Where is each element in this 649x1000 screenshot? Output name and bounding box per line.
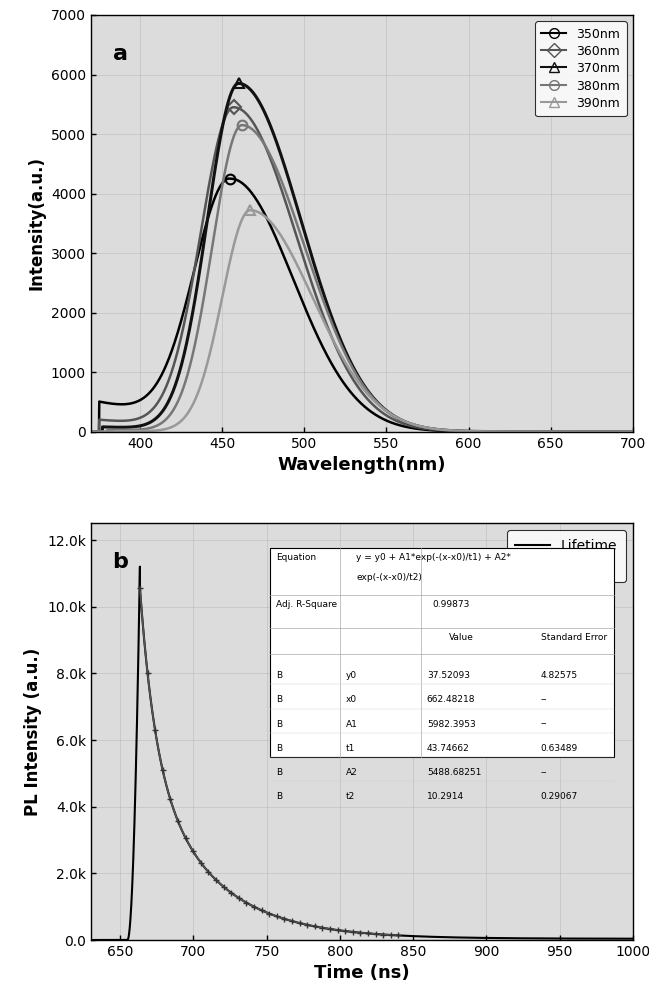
Legend: 350nm, 360nm, 370nm, 380nm, 390nm: 350nm, 360nm, 370nm, 380nm, 390nm xyxy=(535,21,626,116)
Fitting xyxy=(349,926,357,938)
Fitting xyxy=(372,928,380,940)
Fitting xyxy=(258,904,265,916)
Fitting xyxy=(166,793,174,805)
Fitting xyxy=(311,920,319,932)
Fitting xyxy=(273,910,280,922)
Text: a: a xyxy=(112,44,128,64)
Fitting xyxy=(280,913,288,925)
Line: Fitting: Fitting xyxy=(136,584,402,939)
Text: b: b xyxy=(112,552,129,572)
Text: Equation: Equation xyxy=(276,553,316,562)
Lifetime xyxy=(87,934,95,946)
X-axis label: Wavelength(nm): Wavelength(nm) xyxy=(278,456,446,474)
Text: x0: x0 xyxy=(345,695,357,704)
Text: 0.99873: 0.99873 xyxy=(432,600,470,609)
Text: 5488.68251: 5488.68251 xyxy=(427,768,481,777)
Y-axis label: Intensity(a.u.): Intensity(a.u.) xyxy=(27,156,45,290)
Fitting xyxy=(204,866,212,878)
Lifetime xyxy=(134,688,141,700)
Fitting xyxy=(151,724,159,736)
Lifetime xyxy=(206,868,214,880)
Lifetime xyxy=(629,933,637,945)
Fitting xyxy=(326,923,334,935)
Fitting xyxy=(319,922,326,934)
Line: Lifetime: Lifetime xyxy=(91,567,633,940)
Y-axis label: PL Intensity (a.u.): PL Intensity (a.u.) xyxy=(23,648,42,816)
Text: B: B xyxy=(276,744,282,753)
Text: --: -- xyxy=(541,768,547,777)
Fitting xyxy=(379,929,387,941)
Text: --: -- xyxy=(541,720,547,729)
Text: 4.82575: 4.82575 xyxy=(541,671,578,680)
Fitting xyxy=(364,927,372,939)
Text: 10.2914: 10.2914 xyxy=(427,792,464,801)
Fitting xyxy=(265,908,273,920)
Text: 0.63489: 0.63489 xyxy=(541,744,578,753)
Text: 43.74662: 43.74662 xyxy=(427,744,470,753)
Text: Standard Error: Standard Error xyxy=(541,633,607,642)
Text: B: B xyxy=(276,720,282,729)
Fitting xyxy=(143,667,151,679)
Text: B: B xyxy=(276,792,282,801)
Fitting xyxy=(174,815,182,827)
Text: y0: y0 xyxy=(345,671,357,680)
Fitting xyxy=(212,874,220,886)
Text: B: B xyxy=(276,671,282,680)
Fitting xyxy=(235,892,243,904)
Lifetime xyxy=(513,932,521,944)
Text: --: -- xyxy=(541,695,547,704)
Fitting xyxy=(288,915,296,927)
Text: y = y0 + A1*exp(-(x-x0)/t1) + A2*: y = y0 + A1*exp(-(x-x0)/t1) + A2* xyxy=(356,553,511,562)
Fitting xyxy=(243,897,251,909)
Fitting xyxy=(182,832,190,844)
Fitting xyxy=(303,919,311,931)
Fitting xyxy=(250,901,258,913)
Text: Value: Value xyxy=(448,633,473,642)
Fitting xyxy=(395,929,402,941)
Legend: Lifetime, Fitting: Lifetime, Fitting xyxy=(507,530,626,582)
Fitting xyxy=(227,887,235,899)
Fitting xyxy=(296,917,304,929)
Lifetime xyxy=(263,907,271,919)
Text: 0.29067: 0.29067 xyxy=(541,792,578,801)
Lifetime xyxy=(472,932,480,944)
Fitting xyxy=(387,929,395,941)
Lifetime xyxy=(136,561,144,573)
Text: exp(-(x-x0)/t2): exp(-(x-x0)/t2) xyxy=(356,573,422,582)
Text: B: B xyxy=(276,695,282,704)
Fitting xyxy=(197,857,204,869)
Text: A2: A2 xyxy=(345,768,358,777)
Fitting xyxy=(136,582,144,594)
Text: 5982.3953: 5982.3953 xyxy=(427,720,476,729)
Fitting xyxy=(356,927,364,939)
Text: t1: t1 xyxy=(345,744,355,753)
FancyBboxPatch shape xyxy=(270,548,614,757)
Fitting xyxy=(219,881,227,893)
Text: 662.48218: 662.48218 xyxy=(427,695,475,704)
Lifetime xyxy=(390,929,398,941)
Fitting xyxy=(334,924,341,936)
Fitting xyxy=(341,925,349,937)
Fitting xyxy=(159,764,167,776)
Text: t2: t2 xyxy=(345,792,355,801)
Text: Adj. R-Square: Adj. R-Square xyxy=(276,600,337,609)
Fitting xyxy=(190,845,197,857)
X-axis label: Time (ns): Time (ns) xyxy=(314,964,410,982)
Text: 37.52093: 37.52093 xyxy=(427,671,470,680)
Text: A1: A1 xyxy=(345,720,358,729)
Text: B: B xyxy=(276,768,282,777)
